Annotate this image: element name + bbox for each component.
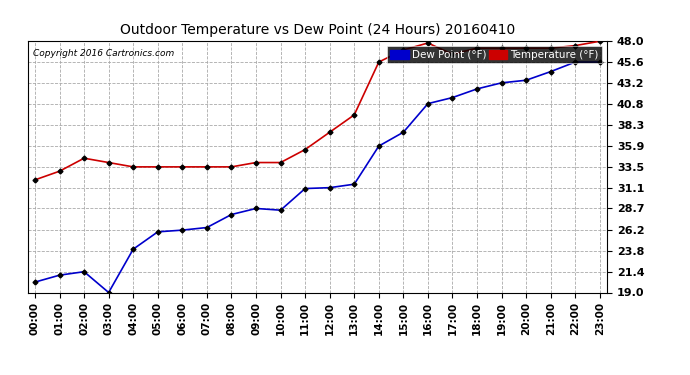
Text: Copyright 2016 Cartronics.com: Copyright 2016 Cartronics.com <box>33 49 175 58</box>
Title: Outdoor Temperature vs Dew Point (24 Hours) 20160410: Outdoor Temperature vs Dew Point (24 Hou… <box>120 23 515 37</box>
Legend: Dew Point (°F), Temperature (°F): Dew Point (°F), Temperature (°F) <box>387 46 602 63</box>
